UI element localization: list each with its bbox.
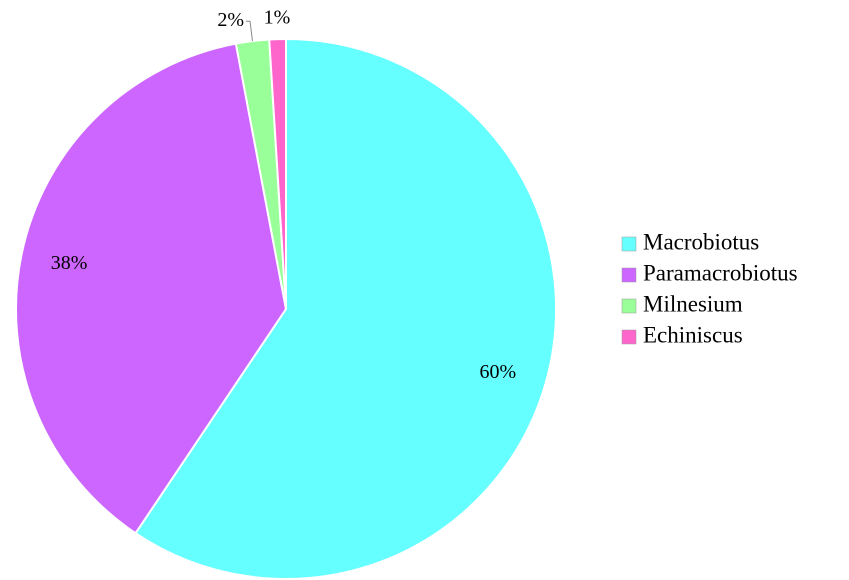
leader-line bbox=[246, 20, 253, 42]
legend-label: Macrobiotus bbox=[643, 229, 759, 254]
legend-label: Echiniscus bbox=[643, 322, 743, 347]
pie-slice bbox=[15, 42, 288, 535]
slice-label: 1% bbox=[264, 7, 291, 29]
legend-swatch bbox=[621, 236, 637, 252]
legend-swatch bbox=[621, 267, 637, 283]
legend-swatch bbox=[621, 329, 637, 345]
pie-slice bbox=[134, 37, 557, 580]
legend-label: Paramacrobiotus bbox=[643, 260, 798, 285]
slice-label: 38% bbox=[51, 252, 88, 274]
slice-label: 60% bbox=[479, 361, 516, 383]
slice-label: 2% bbox=[217, 9, 244, 31]
legend-label: Milnesium bbox=[643, 291, 743, 316]
pie-slice bbox=[268, 37, 287, 310]
legend-swatch bbox=[621, 298, 637, 314]
